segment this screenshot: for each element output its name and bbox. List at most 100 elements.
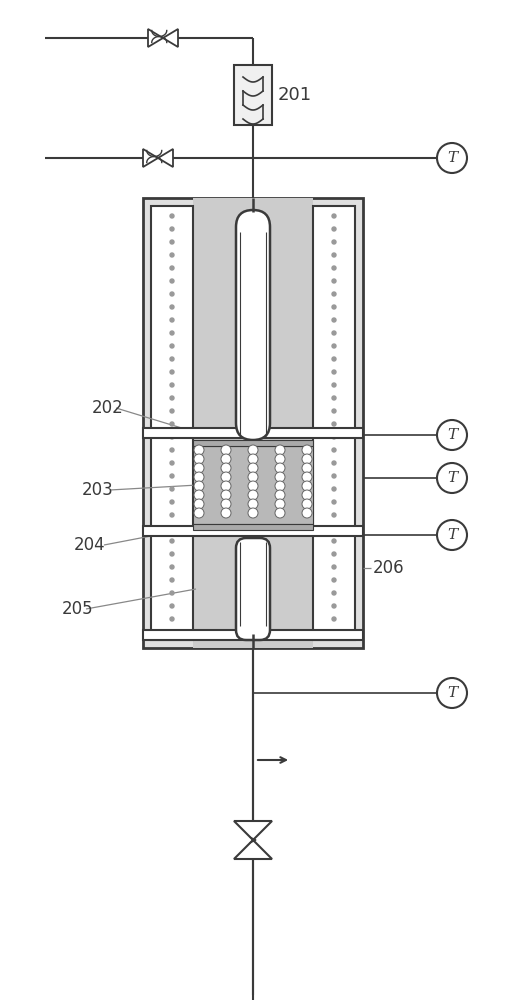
Circle shape [221,445,231,455]
Bar [150,206,192,640]
Text: T: T [446,428,456,442]
Circle shape [331,617,335,621]
Circle shape [170,279,174,283]
Bar [143,198,362,648]
Circle shape [170,552,174,556]
Circle shape [221,463,231,473]
Text: 202: 202 [92,399,124,417]
Circle shape [170,474,174,478]
Circle shape [170,318,174,322]
Circle shape [193,490,204,500]
Circle shape [193,454,204,464]
Circle shape [331,266,335,270]
Circle shape [170,513,174,517]
Circle shape [331,227,335,231]
Circle shape [170,500,174,504]
Text: T: T [446,151,456,165]
Circle shape [247,481,258,491]
Circle shape [331,604,335,608]
Circle shape [274,445,284,455]
Circle shape [331,461,335,465]
Bar [143,630,362,640]
Circle shape [436,520,466,550]
Circle shape [274,454,284,464]
Circle shape [331,565,335,569]
Circle shape [331,526,335,530]
Circle shape [170,344,174,348]
Circle shape [170,292,174,296]
Circle shape [274,490,284,500]
Circle shape [301,454,312,464]
Circle shape [247,454,258,464]
Circle shape [331,630,335,634]
Circle shape [221,481,231,491]
Circle shape [170,357,174,361]
Bar [313,206,355,640]
Polygon shape [158,149,173,167]
Circle shape [170,526,174,530]
Circle shape [274,508,284,518]
Circle shape [331,357,335,361]
Circle shape [247,472,258,482]
Bar [143,428,362,438]
Circle shape [221,490,231,500]
Circle shape [436,463,466,493]
Circle shape [170,617,174,621]
Circle shape [193,481,204,491]
Circle shape [247,463,258,473]
Circle shape [170,591,174,595]
Circle shape [331,331,335,335]
Circle shape [301,508,312,518]
Circle shape [170,539,174,543]
Text: 206: 206 [372,559,404,577]
Circle shape [247,508,258,518]
Circle shape [274,472,284,482]
Circle shape [331,383,335,387]
Circle shape [331,253,335,257]
Text: T: T [446,686,456,700]
Circle shape [331,279,335,283]
Circle shape [301,445,312,455]
Circle shape [170,435,174,439]
Circle shape [170,370,174,374]
Text: 204: 204 [74,536,106,554]
Circle shape [170,266,174,270]
Circle shape [170,487,174,491]
Bar [233,65,272,125]
Polygon shape [233,840,272,859]
Circle shape [331,344,335,348]
Circle shape [221,472,231,482]
Circle shape [170,227,174,231]
Circle shape [436,420,466,450]
Circle shape [193,508,204,518]
Circle shape [301,481,312,491]
Circle shape [331,292,335,296]
Circle shape [331,552,335,556]
Polygon shape [163,29,178,47]
Circle shape [331,422,335,426]
Circle shape [274,499,284,509]
Circle shape [193,463,204,473]
Circle shape [170,448,174,452]
Polygon shape [143,149,158,167]
Circle shape [331,396,335,400]
Bar [143,526,362,536]
Circle shape [331,240,335,244]
Text: 205: 205 [62,600,93,618]
Circle shape [331,500,335,504]
Text: T: T [446,528,456,542]
Circle shape [331,578,335,582]
Circle shape [301,472,312,482]
Circle shape [331,513,335,517]
Circle shape [170,396,174,400]
FancyBboxPatch shape [235,538,270,640]
Circle shape [331,409,335,413]
Polygon shape [233,821,272,840]
Bar [192,524,313,530]
Circle shape [170,409,174,413]
Circle shape [274,481,284,491]
Circle shape [170,461,174,465]
Circle shape [193,472,204,482]
Circle shape [170,578,174,582]
Circle shape [170,383,174,387]
